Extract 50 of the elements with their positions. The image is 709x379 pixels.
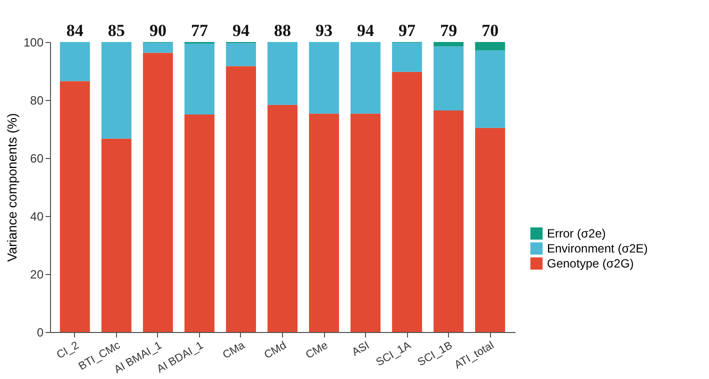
y-tick-label: 80 <box>30 94 44 108</box>
legend-label: Error (σ2e) <box>547 226 606 240</box>
x-tick-label: CMa <box>220 339 248 362</box>
y-tick-label: 40 <box>30 210 44 224</box>
annotation: 94 <box>232 21 250 40</box>
bar <box>268 104 298 332</box>
annotation: 77 <box>190 21 208 40</box>
bar <box>184 43 214 114</box>
bar <box>101 138 132 332</box>
bar <box>226 66 256 332</box>
bar <box>350 42 381 114</box>
bar <box>142 42 173 53</box>
bar <box>309 114 340 332</box>
bar <box>142 52 173 332</box>
bar <box>184 114 214 332</box>
annotation: 94 <box>357 21 375 40</box>
annotation: 88 <box>274 21 291 40</box>
annotation: 85 <box>108 21 125 40</box>
legend-label: Environment (σ2E) <box>547 242 648 256</box>
bar <box>309 42 340 114</box>
annotation: 84 <box>66 21 84 40</box>
bar <box>101 42 132 139</box>
bar <box>434 42 464 46</box>
bar <box>434 110 464 332</box>
bar <box>475 42 506 50</box>
bar <box>268 42 298 105</box>
y-tick-label: 0 <box>36 326 44 340</box>
bar <box>434 46 464 110</box>
y-tick-label: 100 <box>23 36 44 50</box>
bar <box>60 42 90 82</box>
annotation: 90 <box>149 21 166 40</box>
bar <box>392 72 422 332</box>
annotation: 70 <box>482 21 499 40</box>
bar <box>392 42 422 72</box>
y-tick-label: 20 <box>30 268 44 282</box>
annotation: 79 <box>440 21 458 40</box>
x-tick-label: CMe <box>304 340 330 362</box>
y-tick-label: 60 <box>30 152 44 166</box>
y-axis-title: Variance components (%) <box>4 113 20 262</box>
bar <box>226 43 256 66</box>
annotation: 97 <box>398 21 416 40</box>
x-tick-label: ASI <box>350 340 372 359</box>
bar <box>475 128 506 332</box>
bar <box>475 50 506 128</box>
legend-label: Genotype (σ2G) <box>547 256 634 270</box>
x-tick-label: CI_2 <box>54 340 81 362</box>
bar <box>60 81 90 332</box>
annotation: 93 <box>316 21 333 40</box>
bar <box>350 114 381 332</box>
x-tick-label: CMd <box>262 340 288 362</box>
